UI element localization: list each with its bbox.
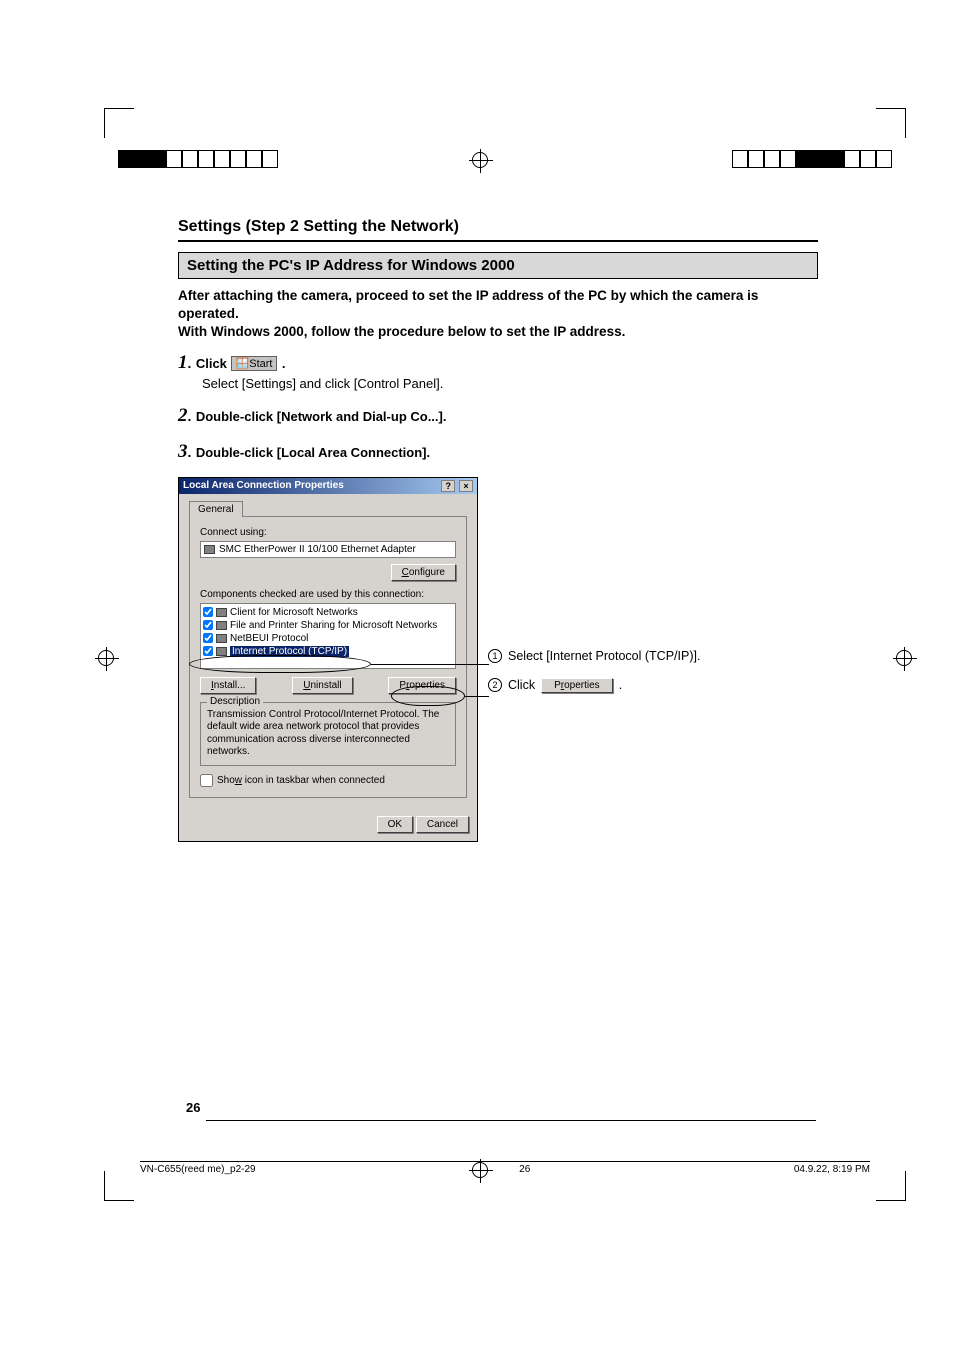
properties-rest: operties [409,680,445,691]
footer: VN-C655(reed me)_p2-29 26 04.9.22, 8:19 … [140,1161,870,1175]
step-3: 3. Double-click [Local Area Connection]. [178,441,818,463]
start-label: Start [249,358,272,370]
intro-line1: After attaching the camera, proceed to s… [178,288,758,321]
item-label: File and Printer Sharing for Microsoft N… [230,620,437,631]
configure-button[interactable]: Configure [391,564,456,581]
component-icon [216,634,227,643]
install-button[interactable]: Install... [200,677,256,694]
checkbox[interactable] [203,607,213,617]
tab-general[interactable]: General [189,501,243,517]
crop-mark [104,1171,134,1201]
component-icon [216,621,227,630]
cancel-button[interactable]: Cancel [416,816,469,833]
component-icon [216,608,227,617]
ok-button[interactable]: OK [377,816,413,833]
help-icon[interactable]: ? [441,480,455,492]
titlebar: Local Area Connection Properties ? × [179,478,477,494]
callout-number-2: 2 [488,678,502,692]
crop-mark [104,108,134,138]
step-number: 3 [178,441,188,462]
step-number: 2 [178,405,188,426]
registration-bar [118,150,278,170]
adapter-name: SMC EtherPower II 10/100 Ethernet Adapte… [219,544,416,555]
item-label: NetBEUI Protocol [230,633,308,644]
item-label-selected: Internet Protocol (TCP/IP) [230,646,349,657]
step-text: Double-click [Local Area Connection]. [196,445,430,460]
registration-target-icon [472,152,488,168]
callout-2c: . [619,678,622,692]
step-subtext: Select [Settings] and click [Control Pan… [202,376,818,391]
crop-mark [876,1171,906,1201]
footer-mid: 26 [519,1164,530,1175]
checkbox[interactable] [203,620,213,630]
close-icon[interactable]: × [459,480,473,492]
checkbox[interactable] [203,633,213,643]
callout-2a: Click [508,678,535,692]
callouts: 1 Select [Internet Protocol (TCP/IP)]. 2… [488,649,700,708]
crop-mark [876,108,906,138]
list-item[interactable]: NetBEUI Protocol [203,632,453,645]
show-icon-label: Show icon in taskbar when connected [217,775,385,786]
dialog-title: Local Area Connection Properties [183,480,344,491]
adapter-field: SMC EtherPower II 10/100 Ethernet Adapte… [200,541,456,558]
step-text: Click [196,356,231,371]
description-text: Transmission Control Protocol/Internet P… [207,709,449,759]
description-group: Description Transmission Control Protoco… [200,702,456,766]
intro-text: After attaching the camera, proceed to s… [178,287,818,342]
subsection-title: Setting the PC's IP Address for Windows … [178,252,818,279]
description-title: Description [207,696,263,707]
checkbox[interactable] [203,646,213,656]
properties-button[interactable]: Properties [388,677,456,694]
footer-doc: VN-C655(reed me)_p2-29 [140,1164,256,1175]
component-icon [216,647,227,656]
section-title: Settings (Step 2 Setting the Network) [178,218,818,242]
page-number: 26 [186,1100,200,1115]
callout-1-text: Select [Internet Protocol (TCP/IP)]. [508,649,700,663]
properties-dialog: Local Area Connection Properties ? × Gen… [178,477,478,842]
intro-line2: With Windows 2000, follow the procedure … [178,324,625,339]
page-number-rule [206,1120,816,1121]
registration-target-icon [896,650,912,666]
list-item[interactable]: Internet Protocol (TCP/IP) [203,645,453,658]
components-listbox[interactable]: Client for Microsoft Networks File and P… [200,603,456,669]
step-number: 1 [178,352,188,373]
callout-number-1: 1 [488,649,502,663]
step-1: 1. Click 🪟Start . Select [Settings] and … [178,352,818,391]
registration-target-icon [98,650,114,666]
item-label: Client for Microsoft Networks [230,607,358,618]
footer-date: 04.9.22, 8:19 PM [794,1164,870,1175]
components-label: Components checked are used by this conn… [200,589,456,600]
registration-bar [732,150,892,170]
show-icon-checkbox[interactable] [200,774,213,787]
uninstall-button[interactable]: Uninstall [292,677,352,694]
step-2: 2. Double-click [Network and Dial-up Co.… [178,405,818,427]
step-period: . [282,356,286,371]
list-item[interactable]: File and Printer Sharing for Microsoft N… [203,619,453,632]
callout-properties-button: Properties [541,678,613,693]
connect-using-label: Connect using: [200,527,456,538]
step-text: Double-click [Network and Dial-up Co...]… [196,409,447,424]
start-button-graphic: 🪟Start [231,356,278,371]
adapter-icon [204,545,215,554]
list-item[interactable]: Client for Microsoft Networks [203,606,453,619]
